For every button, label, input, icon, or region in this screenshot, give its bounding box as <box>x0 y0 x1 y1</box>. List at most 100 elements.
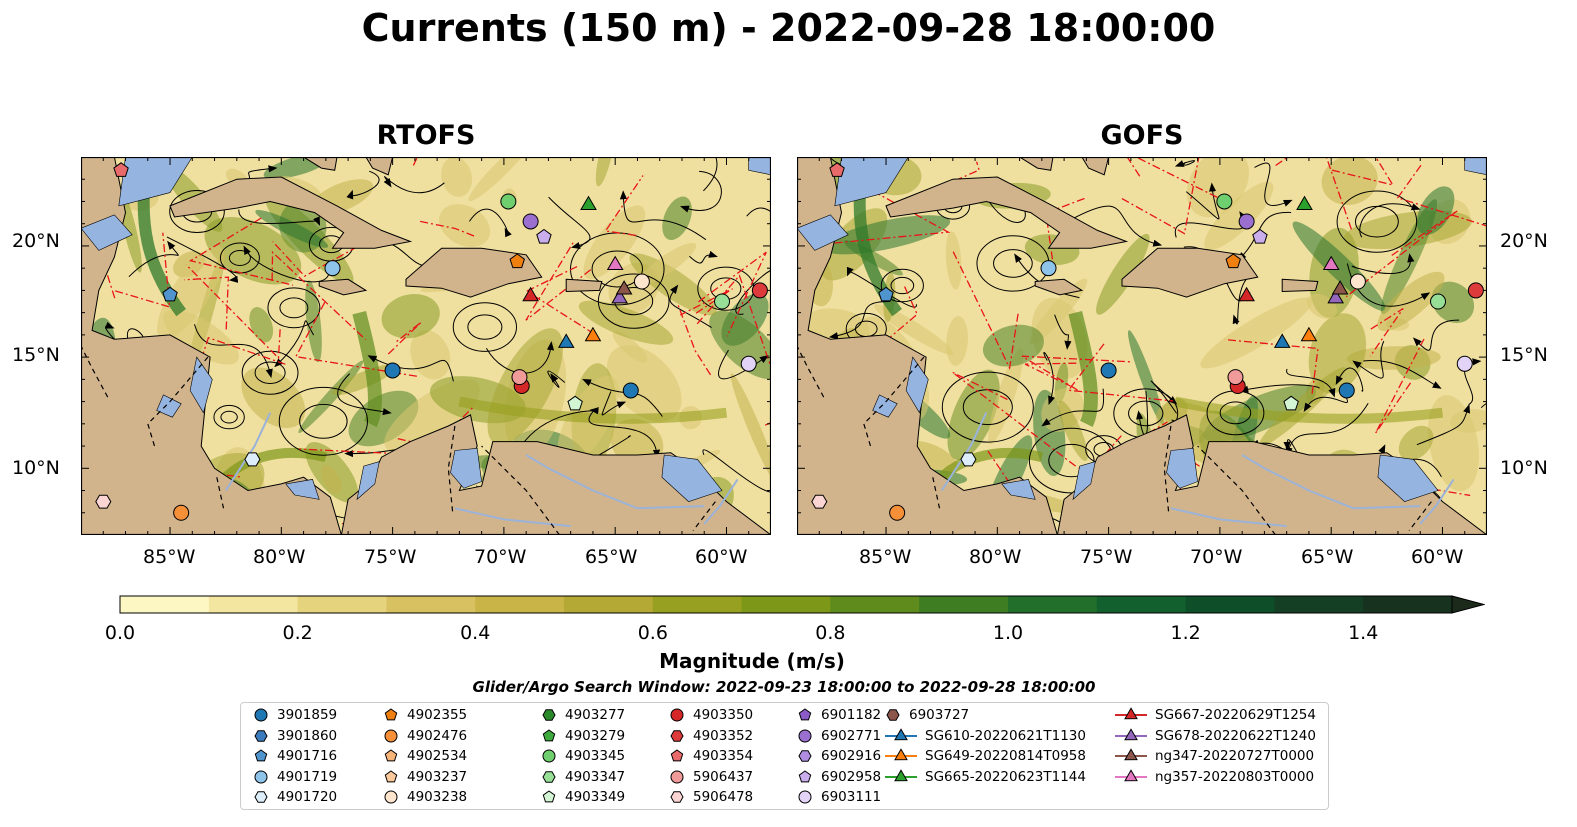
lat-label-10n-left: 10°N <box>12 457 60 479</box>
lat-label-15n-left: 15°N <box>12 344 60 366</box>
triangle-marker-icon <box>885 727 917 740</box>
circle-marker-icon <box>384 790 398 804</box>
legend-label: 4903238 <box>407 789 468 805</box>
lat-label-20n-right: 20°N <box>1500 230 1548 252</box>
legend-label: SG649-20220814T0958 <box>925 748 1086 764</box>
panel-title-gofs: GOFS <box>1100 120 1184 151</box>
legend-label: SG678-20220622T1240 <box>1155 727 1316 744</box>
legend-entry: 4903237 <box>383 767 467 787</box>
legend-label: 3901859 <box>277 707 338 723</box>
legend-entry: 4903350 <box>669 705 753 725</box>
gofs-current-map <box>797 157 1487 535</box>
triangle-marker-icon <box>1115 768 1147 781</box>
legend-entry: 4901716 <box>253 746 337 766</box>
lon-label-60w-gofs: 60°W <box>1411 546 1464 568</box>
hexagon-marker-icon <box>670 729 684 742</box>
legend-entry: 4902355 <box>383 705 467 725</box>
legend-label: 5906478 <box>693 789 754 805</box>
legend-entry: 4902476 <box>383 726 467 746</box>
pentagon-marker-icon <box>798 708 812 721</box>
hexagon-marker-icon <box>542 709 556 721</box>
legend-label: 4902355 <box>407 707 468 723</box>
legend-label: 4903350 <box>693 707 754 723</box>
legend-entry: 4901720 <box>253 787 337 807</box>
lon-label-65w-gofs: 65°W <box>1301 546 1354 568</box>
triangle-marker-icon <box>885 768 917 781</box>
lat-label-15n-right: 15°N <box>1500 344 1548 366</box>
legend-label: 4903352 <box>693 727 754 744</box>
pentagon-marker-icon <box>542 728 556 741</box>
legend-entry: 4903277 <box>541 705 625 725</box>
legend-label: 4903237 <box>407 768 468 785</box>
legend-entry: 4903349 <box>541 787 625 807</box>
figure-title: Currents (150 m) - 2022-09-28 18:00:00 <box>361 6 1216 50</box>
legend-entry: 6902958 <box>797 767 881 787</box>
legend-label: 4901716 <box>277 748 338 764</box>
legend-label: ng357-20220803T0000 <box>1155 768 1315 785</box>
hexagon-marker-icon <box>542 770 556 783</box>
lat-label-20n-left: 20°N <box>12 230 60 252</box>
legend-entry: 4902534 <box>383 746 467 766</box>
legend-label: SG665-20220623T1144 <box>925 768 1086 785</box>
colorbar-tick-label: 0.0 <box>104 622 136 644</box>
circle-marker-icon <box>254 708 268 722</box>
circle-marker-icon <box>384 729 398 742</box>
panel-title-rtofs: RTOFS <box>376 120 476 151</box>
lon-label-85w-rtofs: 85°W <box>143 546 196 568</box>
legend-entry: 6902916 <box>797 746 881 766</box>
legend: 3901859 3901860 4901716 4901719 4901720 49023… <box>240 702 1329 810</box>
colorbar-tick-label: 0.8 <box>815 622 846 644</box>
legend-label: SG610-20220621T1130 <box>925 727 1086 744</box>
circle-marker-icon <box>254 770 268 783</box>
legend-label: 6902958 <box>821 768 882 785</box>
colorbar-label: Magnitude (m/s) <box>659 649 845 673</box>
lon-label-65w-rtofs: 65°W <box>585 546 638 568</box>
legend-label: SG667-20220629T1254 <box>1155 707 1316 723</box>
legend-label: 6903111 <box>821 789 882 805</box>
colorbar-tick-label: 1.2 <box>1170 622 1201 644</box>
legend-entry: ng357-20220803T0000 <box>1115 767 1314 787</box>
triangle-marker-icon <box>885 748 917 761</box>
lon-label-60w-rtofs: 60°W <box>695 546 748 568</box>
pentagon-marker-icon <box>384 749 398 762</box>
triangle-marker-icon <box>1115 707 1147 720</box>
pentagon-marker-icon <box>254 749 268 762</box>
pentagon-marker-icon <box>384 769 398 782</box>
circle-marker-icon <box>798 729 812 742</box>
colorbar-tick-label: 1.0 <box>992 622 1024 644</box>
triangle-marker-icon <box>1115 748 1147 761</box>
legend-entry: 5906478 <box>669 787 753 807</box>
colorbar-tick-label: 0.2 <box>282 622 313 644</box>
pentagon-marker-icon <box>384 708 398 721</box>
legend-entry: ng347-20220727T0000 <box>1115 746 1314 766</box>
legend-label: 4901720 <box>277 789 338 805</box>
legend-label: 4903345 <box>565 748 626 764</box>
pentagon-marker-icon <box>542 790 556 803</box>
legend-entry: 4903345 <box>541 746 625 766</box>
lon-label-75w-rtofs: 75°W <box>364 546 417 568</box>
legend-entry: 4901719 <box>253 767 337 787</box>
legend-entry: SG667-20220629T1254 <box>1115 705 1316 725</box>
lon-label-70w-gofs: 70°W <box>1190 546 1243 568</box>
legend-entry: SG665-20220623T1144 <box>885 767 1086 787</box>
circle-marker-icon <box>670 770 684 783</box>
lon-label-70w-rtofs: 70°W <box>474 546 527 568</box>
lon-label-85w-gofs: 85°W <box>859 546 912 568</box>
legend-label: 3901860 <box>277 727 338 744</box>
legend-label: ng347-20220727T0000 <box>1155 748 1315 764</box>
legend-label: 4901719 <box>277 768 338 785</box>
legend-label: 4903277 <box>565 707 626 723</box>
legend-entry: 6903727 <box>885 705 969 725</box>
legend-entry: SG678-20220622T1240 <box>1115 726 1316 746</box>
hexagon-marker-icon <box>886 709 900 721</box>
colorbar-tick-label: 0.4 <box>460 622 491 644</box>
legend-label: 4903354 <box>693 748 754 764</box>
legend-entry: 4903238 <box>383 787 467 807</box>
pentagon-marker-icon <box>670 749 684 762</box>
legend-entry: 6901182 <box>797 705 881 725</box>
legend-label: 4903349 <box>565 789 626 805</box>
lon-label-80w-gofs: 80°W <box>969 546 1022 568</box>
lat-label-10n-right: 10°N <box>1500 457 1548 479</box>
legend-label: 6901182 <box>821 707 882 723</box>
legend-entry: 6902771 <box>797 726 881 746</box>
